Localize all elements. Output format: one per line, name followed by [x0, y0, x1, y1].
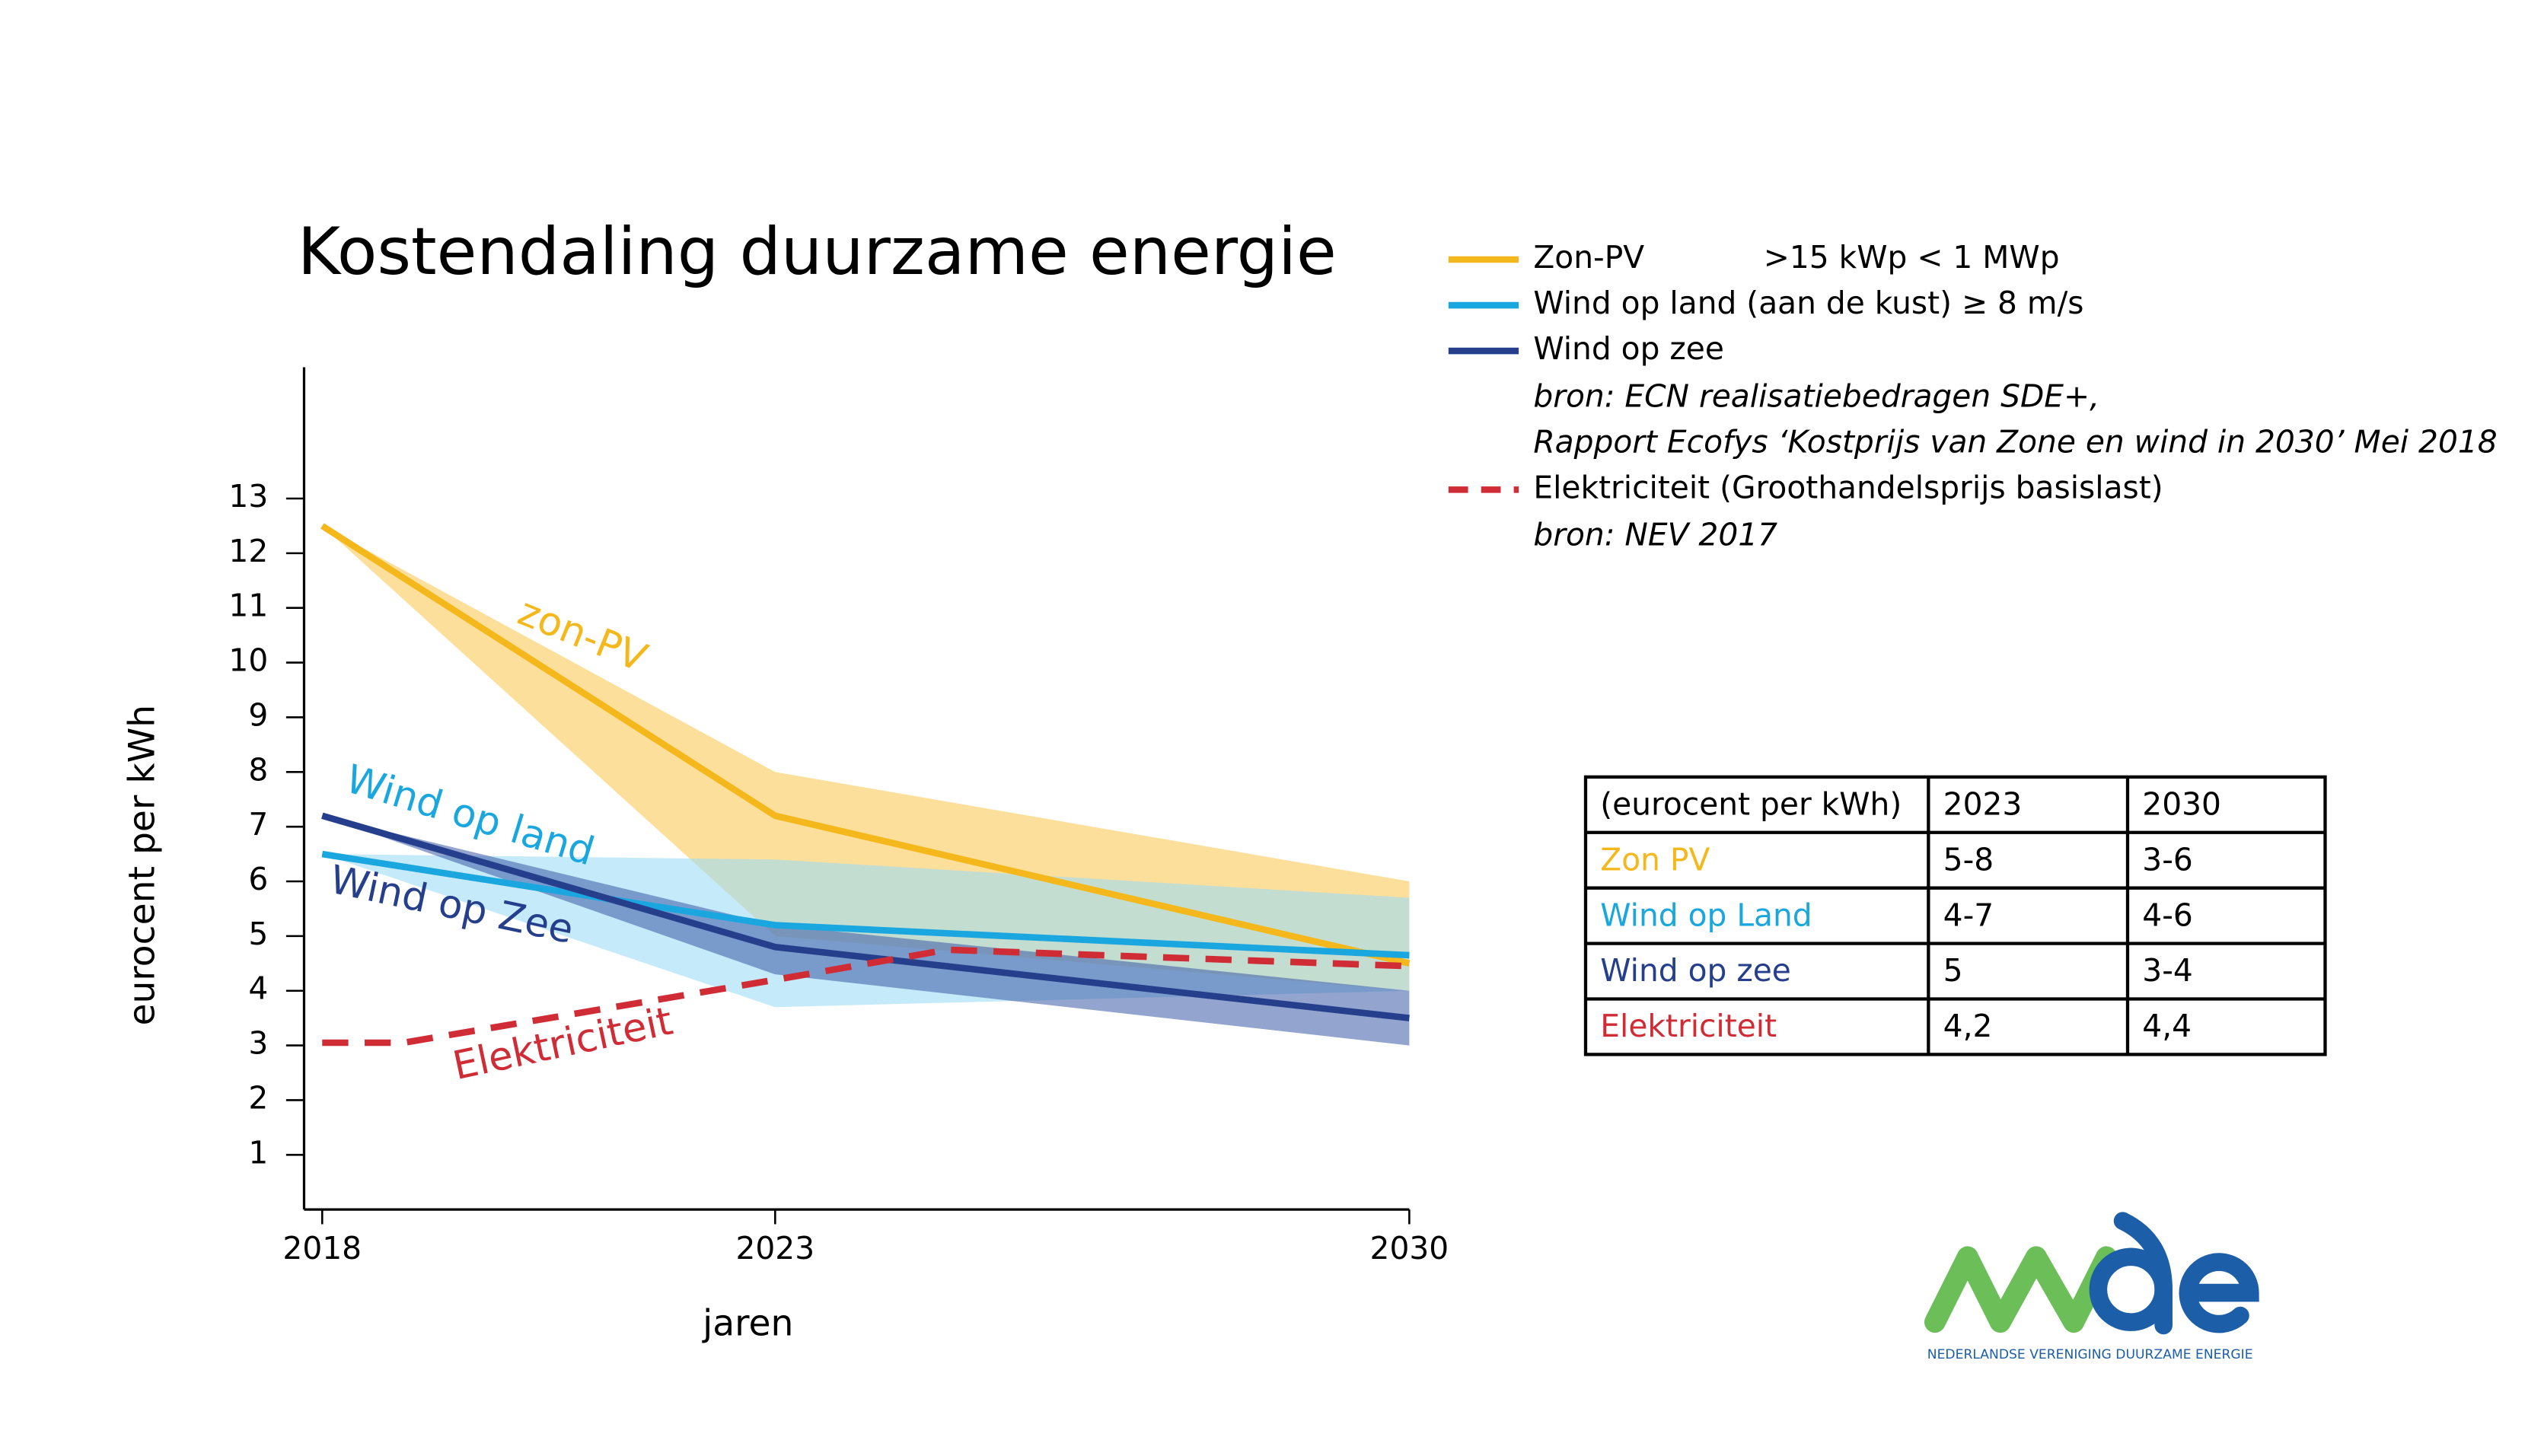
table-cell: Elektriciteit — [1600, 1008, 1777, 1044]
table-cell: 4-6 — [2142, 897, 2193, 933]
series-label: Elektriciteit — [449, 999, 677, 1090]
legend-note: >15 kWp < 1 MWp — [1764, 239, 2060, 276]
y-tick-label: 8 — [248, 751, 268, 788]
table-cell: 4,4 — [2142, 1008, 2192, 1044]
legend-label: Wind op land (aan de kust) ≥ 8 m/s — [1533, 285, 2083, 321]
series-line — [321, 850, 1410, 959]
table-cell: 5 — [1943, 952, 1963, 989]
legend-label: Wind op zee — [1533, 330, 1724, 367]
logo: NEDERLANDSE VERENIGING DUURZAME ENERGIE — [1924, 1212, 2259, 1362]
y-tick-label: 12 — [228, 533, 268, 569]
series-line — [321, 812, 1410, 1021]
y-tick-label: 1 — [248, 1134, 268, 1171]
legend-note: Rapport Ecofys ‘Kostprijs van Zone en wi… — [1533, 423, 2497, 460]
table-cell: Wind op Land — [1600, 897, 1812, 933]
y-tick-label: 3 — [248, 1025, 268, 1062]
y-tick-label: 4 — [248, 970, 268, 1007]
y-tick-label: 5 — [248, 916, 268, 952]
y-tick-label: 2 — [248, 1079, 268, 1116]
table-header: 2023 — [1943, 785, 2023, 822]
table-header: 2030 — [2142, 785, 2221, 822]
y-tick-label: 7 — [248, 806, 268, 843]
table-cell: 5-8 — [1943, 841, 1994, 878]
series-line — [322, 946, 1410, 1047]
y-tick-label: 10 — [228, 642, 268, 679]
table-cell: 3-4 — [2142, 952, 2193, 989]
table-cell: Zon PV — [1600, 841, 1710, 878]
y-tick-label: 9 — [248, 696, 268, 733]
chart-title: Kostendaling duurzame energie — [298, 214, 1337, 290]
legend-note: bron: ECN realisatiebedragen SDE+, — [1533, 378, 2099, 414]
data-table: (eurocent per kWh) 2023 2030 Zon PV 5-8 3-6 Wi… — [1583, 775, 2327, 1056]
y-tick-label: 11 — [228, 588, 268, 624]
table-cell: 3-6 — [2142, 841, 2193, 878]
legend-label: Elektriciteit (Groothandelsprijs basisla… — [1533, 469, 2163, 505]
series-line — [320, 523, 1411, 967]
y-tick-label: 13 — [228, 478, 268, 515]
x-axis-label: jaren — [702, 1302, 793, 1344]
range-band — [322, 525, 1410, 991]
x-tick-label: 2018 — [282, 1230, 362, 1266]
x-tick-label: 2023 — [735, 1230, 815, 1266]
y-tick-label: 6 — [248, 861, 268, 897]
logo-tagline: NEDERLANDSE VERENIGING DUURZAME ENERGIE — [1927, 1347, 2253, 1362]
table-border — [1583, 775, 2327, 1056]
table-cell: 4,2 — [1943, 1008, 1993, 1044]
table-cell: 4-7 — [1943, 897, 1994, 933]
table-cell: Wind op zee — [1600, 952, 1791, 989]
table-header: (eurocent per kWh) — [1600, 785, 1902, 822]
y-axis-label: eurocent per kWh — [121, 705, 163, 1026]
legend-note: bron: NEV 2017 — [1533, 517, 1777, 553]
legend-label: Zon-PV — [1533, 239, 1644, 276]
x-tick-label: 2030 — [1370, 1230, 1449, 1266]
